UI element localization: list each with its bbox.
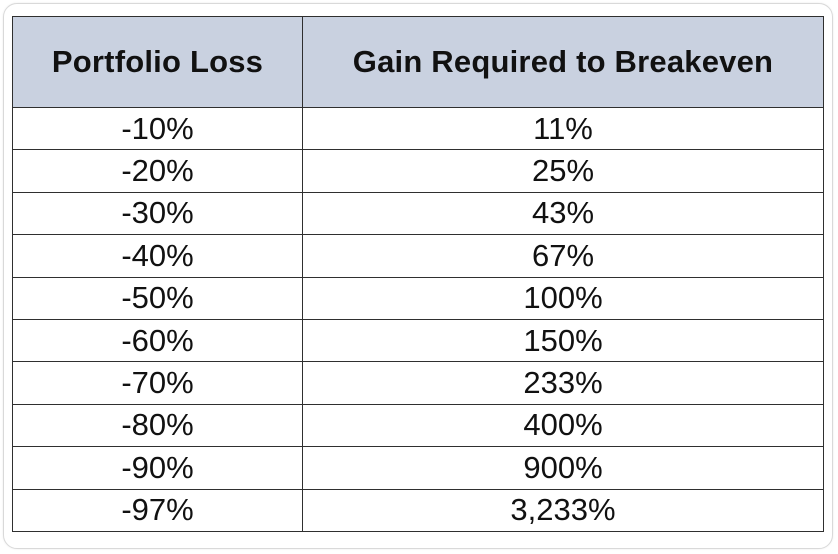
header-row: Portfolio Loss Gain Required to Breakeve… (12, 16, 824, 108)
column-header-portfolio-loss: Portfolio Loss (12, 16, 303, 108)
table-row: -20% 25% (12, 149, 824, 193)
gain-cell: 400% (302, 403, 824, 448)
gain-cell: 233% (302, 361, 824, 405)
gain-cell: 100% (302, 276, 824, 320)
table-row: -90% 900% (12, 446, 824, 490)
loss-cell: -50% (12, 276, 303, 320)
loss-cell: -80% (12, 403, 303, 448)
loss-cell: -20% (12, 149, 303, 193)
table-row: -60% 150% (12, 318, 824, 363)
gain-cell: 43% (302, 191, 824, 236)
loss-cell: -97% (12, 488, 303, 532)
gain-cell: 3,233% (302, 488, 824, 532)
gain-cell: 150% (302, 318, 824, 363)
table-row: -70% 233% (12, 361, 824, 405)
table-row: -40% 67% (12, 234, 824, 278)
table-row: -80% 400% (12, 403, 824, 448)
loss-cell: -70% (12, 361, 303, 405)
loss-cell: -10% (12, 106, 303, 151)
table-row: -10% 11% (12, 106, 824, 151)
table-row: -50% 100% (12, 276, 824, 320)
column-header-gain-required: Gain Required to Breakeven (302, 16, 824, 108)
loss-cell: -30% (12, 191, 303, 236)
loss-cell: -40% (12, 234, 303, 278)
gain-cell: 11% (302, 106, 824, 151)
loss-cell: -60% (12, 318, 303, 363)
table-row: -97% 3,233% (12, 488, 824, 532)
gain-cell: 900% (302, 446, 824, 490)
breakeven-table: Portfolio Loss Gain Required to Breakeve… (12, 16, 824, 532)
loss-cell: -90% (12, 446, 303, 490)
gain-cell: 25% (302, 149, 824, 193)
table-card: Portfolio Loss Gain Required to Breakeve… (3, 3, 833, 549)
gain-cell: 67% (302, 234, 824, 278)
table-row: -30% 43% (12, 191, 824, 236)
